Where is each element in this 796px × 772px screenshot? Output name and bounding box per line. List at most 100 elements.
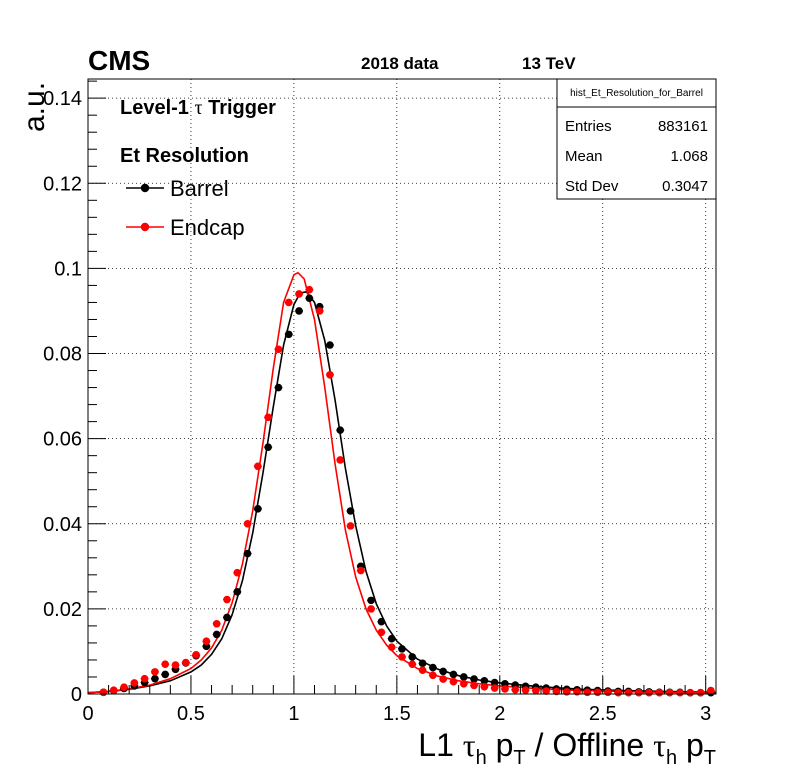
endcap-point bbox=[99, 688, 108, 697]
barrel-point bbox=[398, 645, 406, 653]
barrel-point bbox=[336, 426, 345, 434]
fit-curves bbox=[87, 271, 717, 694]
plot-frame bbox=[87, 78, 717, 695]
x-tick-label: 0 bbox=[82, 703, 93, 725]
endcap-point bbox=[665, 688, 674, 697]
endcap-point bbox=[315, 307, 324, 315]
barrel-point bbox=[233, 588, 242, 596]
endcap-point bbox=[490, 684, 499, 692]
endcap-point bbox=[212, 619, 221, 628]
legend-barrel-label: Barrel bbox=[170, 176, 229, 201]
barrel-point bbox=[326, 341, 334, 349]
legend-entry-barrel: Barrel bbox=[126, 176, 229, 201]
endcap-point bbox=[645, 688, 653, 697]
barrel-point bbox=[377, 617, 386, 626]
endcap-point bbox=[429, 671, 437, 680]
stats-stddev-label: Std Dev bbox=[565, 178, 619, 195]
stats-stddev-value: 0.3047 bbox=[662, 178, 708, 195]
x-tick-label: 2 bbox=[494, 703, 505, 725]
barrel-point bbox=[284, 330, 293, 339]
barrel-point bbox=[212, 630, 221, 639]
x-tick-label: 1.5 bbox=[383, 703, 411, 725]
stats-box-name: hist_Et_Resolution_for_Barrel bbox=[570, 88, 703, 99]
endcap-point bbox=[274, 345, 283, 354]
endcap-point bbox=[604, 688, 612, 697]
endcap-point bbox=[151, 668, 159, 676]
endcap-fit-curve bbox=[87, 271, 717, 694]
endcap-point bbox=[130, 679, 139, 687]
endcap-point bbox=[295, 290, 303, 298]
barrel-point bbox=[346, 507, 355, 515]
endcap-point bbox=[120, 683, 128, 691]
barrel-point bbox=[439, 667, 447, 676]
endcap-point bbox=[521, 686, 530, 694]
barrel-point bbox=[264, 443, 272, 451]
endcap-point bbox=[408, 660, 417, 669]
endcap-point bbox=[511, 685, 520, 694]
barrel-point bbox=[387, 634, 396, 643]
y-tick-label: 0.06 bbox=[43, 429, 82, 451]
stats-box-frame bbox=[556, 78, 717, 200]
stats-entries-value: 883161 bbox=[658, 118, 708, 135]
barrel-point bbox=[243, 549, 252, 558]
endcap-point bbox=[470, 681, 478, 690]
endcap-point bbox=[367, 605, 375, 613]
endcap-point bbox=[532, 686, 540, 695]
barrel-point bbox=[490, 678, 499, 687]
endcap-point bbox=[552, 687, 561, 696]
barrel-point bbox=[459, 673, 468, 681]
y-tick-label: 0 bbox=[71, 684, 82, 706]
endcap-point bbox=[418, 666, 427, 674]
legend-endcap-label: Endcap bbox=[170, 215, 245, 240]
y-tick-label: 0.12 bbox=[43, 173, 82, 195]
barrel-point bbox=[305, 294, 314, 302]
endcap-point bbox=[254, 462, 262, 471]
endcap-point bbox=[634, 688, 643, 697]
barrel-point bbox=[223, 613, 231, 622]
y-axis-label: a.u. bbox=[18, 82, 51, 132]
endcap-point bbox=[284, 298, 293, 307]
endcap-point bbox=[655, 688, 664, 697]
endcap-point bbox=[480, 682, 489, 691]
endcap-point bbox=[593, 688, 602, 697]
endcap-point bbox=[305, 285, 314, 294]
barrel-point bbox=[274, 383, 283, 392]
dataset-label: 2018 data bbox=[361, 54, 439, 73]
experiment-label: CMS bbox=[88, 45, 150, 76]
trigger-title: Level-1 τ Trigger bbox=[120, 97, 276, 119]
x-tick-label: 0.5 bbox=[177, 703, 205, 725]
endcap-point bbox=[192, 651, 200, 659]
barrel-point bbox=[418, 659, 427, 668]
legend-barrel-marker bbox=[140, 183, 150, 193]
barrel-point bbox=[161, 670, 170, 679]
grid-lines bbox=[88, 79, 716, 694]
legend-entry-endcap: Endcap bbox=[126, 215, 245, 240]
axis-ticks bbox=[87, 80, 707, 695]
barrel-point bbox=[295, 307, 303, 315]
barrel-point bbox=[470, 675, 478, 683]
endcap-point bbox=[243, 519, 252, 528]
endcap-point bbox=[161, 660, 170, 669]
barrel-point bbox=[254, 505, 262, 513]
stats-mean-value: 1.068 bbox=[670, 148, 708, 165]
endcap-point bbox=[326, 370, 334, 379]
x-tick-labels: 0 0.5 1 1.5 2 2.5 3 bbox=[82, 703, 711, 725]
endcap-point bbox=[387, 643, 396, 651]
energy-label: 13 TeV bbox=[522, 54, 576, 73]
endcap-point bbox=[583, 688, 592, 697]
endcap-point bbox=[696, 688, 705, 697]
endcap-point bbox=[109, 686, 118, 694]
endcap-point bbox=[233, 568, 242, 577]
endcap-point bbox=[707, 686, 715, 695]
barrel-point bbox=[367, 596, 375, 605]
endcap-point bbox=[171, 661, 180, 669]
endcap-point bbox=[624, 688, 633, 697]
barrel-point bbox=[449, 670, 458, 679]
y-tick-label: 0.08 bbox=[43, 344, 82, 366]
x-tick-label: 1 bbox=[288, 703, 299, 725]
endcap-point bbox=[223, 595, 231, 604]
endcap-point bbox=[573, 688, 581, 696]
endcap-point bbox=[202, 637, 211, 646]
y-tick-labels: 0 0.02 0.04 0.06 0.08 0.1 0.12 0.14 bbox=[43, 88, 82, 706]
endcap-point bbox=[377, 628, 386, 637]
